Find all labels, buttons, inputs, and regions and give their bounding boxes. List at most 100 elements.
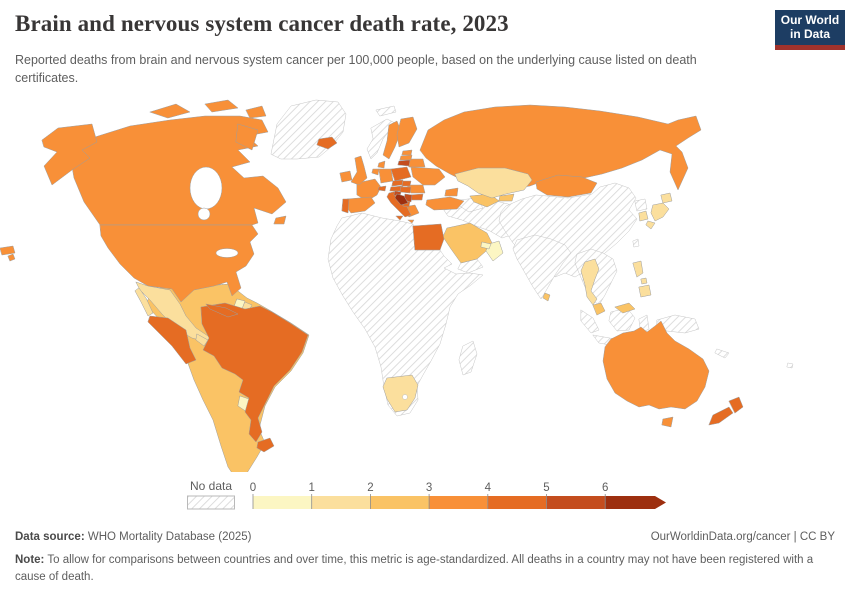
- bin-4-5-countries: [147, 136, 744, 453]
- country-india[interactable]: [512, 234, 572, 300]
- country-norway[interactable]: [366, 118, 396, 160]
- country-finland[interactable]: [396, 116, 418, 148]
- lesotho[interactable]: [402, 394, 408, 400]
- country-kyrgyzstan[interactable]: [498, 193, 515, 202]
- country-saudi-arabia[interactable]: [442, 222, 494, 264]
- bin-3-4-countries: [0, 99, 710, 428]
- country-denmark[interactable]: [377, 160, 386, 169]
- country-hungary[interactable]: [399, 186, 412, 194]
- legend-bin-3-4[interactable]: [429, 496, 488, 509]
- owid-logo-box: Our World in Data: [775, 10, 845, 45]
- legend-tick-marks: [252, 494, 606, 509]
- country-malaysia[interactable]: [592, 302, 606, 316]
- data-source-text: WHO Mortality Database (2025): [84, 531, 252, 543]
- footnote-label: Note:: [15, 554, 45, 566]
- country-caucasus[interactable]: [444, 187, 459, 197]
- lakes: [189, 166, 408, 400]
- country-cuba[interactable]: [205, 303, 239, 318]
- legend-tick-4: 4: [485, 482, 492, 494]
- country-czechia[interactable]: [391, 179, 404, 187]
- country-australia[interactable]: [602, 320, 710, 410]
- country-guatemala[interactable]: [195, 333, 209, 347]
- country-egypt[interactable]: [412, 223, 445, 251]
- country-philippines-luzon[interactable]: [632, 260, 644, 278]
- country-benelux[interactable]: [371, 168, 380, 176]
- country-peru[interactable]: [147, 315, 197, 365]
- country-philippines-visayas[interactable]: [640, 277, 648, 285]
- country-taiwan[interactable]: [632, 238, 640, 248]
- country-japan-hokkaido[interactable]: [660, 192, 673, 204]
- legend-tick-5: 5: [543, 482, 549, 494]
- country-philippines-mindanao[interactable]: [638, 284, 652, 298]
- country-spain[interactable]: [344, 196, 376, 214]
- country-usa[interactable]: [99, 224, 259, 303]
- country-usa-hawaii[interactable]: [7, 253, 16, 262]
- country-russia-wrap-west[interactable]: [0, 245, 16, 256]
- owid-logo[interactable]: Our World in Data: [775, 10, 845, 50]
- data-source-label: Data source:: [15, 531, 85, 543]
- country-ireland[interactable]: [339, 170, 353, 183]
- country-canada-arctic-3[interactable]: [245, 105, 267, 119]
- country-portugal[interactable]: [341, 198, 350, 214]
- country-canada-baffin[interactable]: [235, 123, 259, 151]
- country-madagascar[interactable]: [458, 340, 478, 376]
- country-svalbard[interactable]: [375, 105, 397, 117]
- country-new-zealand-south[interactable]: [708, 406, 734, 426]
- country-sweden[interactable]: [382, 120, 402, 160]
- legend-bin-1-2[interactable]: [311, 496, 371, 509]
- country-france[interactable]: [356, 178, 382, 202]
- country-croatia-bosnia[interactable]: [394, 193, 409, 206]
- country-uk[interactable]: [350, 155, 368, 186]
- country-malaysia-borneo[interactable]: [614, 302, 636, 314]
- legend-bin-5-6[interactable]: [546, 496, 606, 509]
- legend-bin-6-plus[interactable]: [605, 496, 666, 509]
- page-title: Brain and nervous system cancer death ra…: [15, 11, 509, 36]
- country-north-korea[interactable]: [634, 198, 648, 212]
- country-greenland[interactable]: [270, 99, 347, 160]
- legend-no-data-swatch[interactable]: [187, 495, 235, 510]
- country-usa-alaska[interactable]: [41, 123, 98, 186]
- country-australia-tasmania[interactable]: [661, 416, 674, 428]
- country-greece-crete[interactable]: [407, 219, 415, 224]
- country-germany[interactable]: [378, 168, 394, 184]
- rights-link[interactable]: OurWorldinData.org/cancer | CC BY: [650, 531, 835, 543]
- legend-bin-2-3[interactable]: [370, 496, 430, 509]
- country-lithuania[interactable]: [397, 159, 411, 167]
- country-japan-honshu[interactable]: [650, 202, 670, 222]
- country-italy-sicily[interactable]: [395, 215, 404, 221]
- country-mongolia[interactable]: [535, 174, 598, 198]
- world-map: [0, 99, 794, 472]
- legend-bin-0-1[interactable]: [253, 496, 312, 509]
- country-canada-arctic-1[interactable]: [149, 103, 191, 119]
- country-new-zealand-north[interactable]: [728, 396, 744, 414]
- country-mexico-baja[interactable]: [134, 287, 154, 317]
- country-canada-newfoundland[interactable]: [273, 215, 287, 225]
- country-new-caledonia[interactable]: [714, 348, 730, 359]
- country-estonia[interactable]: [401, 149, 413, 156]
- country-south-africa[interactable]: [382, 374, 419, 413]
- footer: Data source: WHO Mortality Database (202…: [15, 531, 835, 543]
- bin-1-2-countries: [134, 167, 673, 413]
- country-indonesia-sumatra[interactable]: [580, 309, 600, 334]
- country-uae[interactable]: [480, 241, 492, 250]
- country-uruguay[interactable]: [256, 437, 275, 453]
- country-thailand[interactable]: [580, 258, 600, 306]
- country-switzerland[interactable]: [377, 185, 387, 192]
- owid-logo-line1: Our World: [780, 12, 840, 27]
- country-poland[interactable]: [390, 166, 412, 182]
- country-iceland[interactable]: [316, 136, 338, 150]
- country-sri-lanka[interactable]: [542, 292, 551, 302]
- country-fiji[interactable]: [786, 362, 794, 369]
- country-brazil[interactable]: [200, 302, 309, 443]
- country-kazakhstan[interactable]: [454, 167, 533, 199]
- footnote-text: To allow for comparisons between countri…: [15, 554, 814, 583]
- country-japan-kyushu[interactable]: [645, 220, 656, 230]
- legend-bin-4-5[interactable]: [487, 496, 547, 509]
- country-ukraine[interactable]: [410, 166, 446, 186]
- country-canada-arctic-2[interactable]: [204, 99, 239, 113]
- country-slovakia[interactable]: [401, 180, 412, 187]
- country-south-korea[interactable]: [638, 210, 649, 222]
- country-turkey[interactable]: [425, 196, 465, 211]
- country-latvia[interactable]: [399, 154, 413, 161]
